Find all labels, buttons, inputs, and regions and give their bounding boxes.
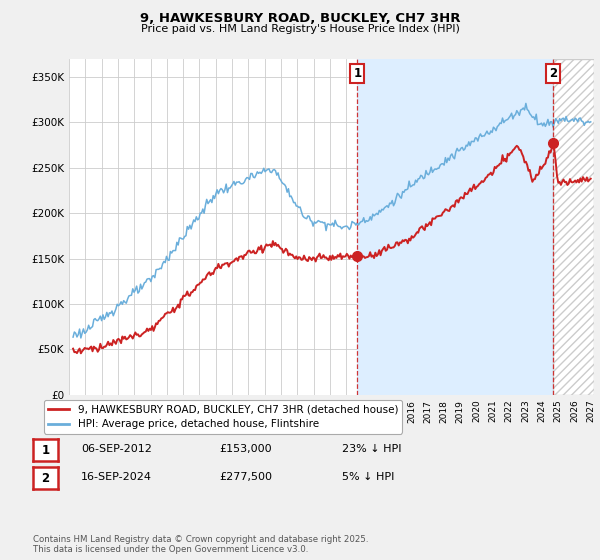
Legend: 9, HAWKESBURY ROAD, BUCKLEY, CH7 3HR (detached house), HPI: Average price, detac: 9, HAWKESBURY ROAD, BUCKLEY, CH7 3HR (de… (44, 400, 402, 433)
Text: 2: 2 (550, 67, 557, 81)
Text: 1: 1 (353, 67, 361, 81)
Text: £153,000: £153,000 (219, 444, 272, 454)
Text: 2: 2 (41, 472, 50, 485)
Text: 06-SEP-2012: 06-SEP-2012 (81, 444, 152, 454)
Text: Price paid vs. HM Land Registry's House Price Index (HPI): Price paid vs. HM Land Registry's House … (140, 24, 460, 34)
Text: 1: 1 (41, 444, 50, 457)
Text: 9, HAWKESBURY ROAD, BUCKLEY, CH7 3HR: 9, HAWKESBURY ROAD, BUCKLEY, CH7 3HR (140, 12, 460, 25)
Text: 5% ↓ HPI: 5% ↓ HPI (342, 472, 394, 482)
Text: 16-SEP-2024: 16-SEP-2024 (81, 472, 152, 482)
Bar (357, 59, 553, 395)
Bar (553, 59, 594, 395)
Text: 23% ↓ HPI: 23% ↓ HPI (342, 444, 401, 454)
Text: £277,500: £277,500 (219, 472, 272, 482)
Text: Contains HM Land Registry data © Crown copyright and database right 2025.
This d: Contains HM Land Registry data © Crown c… (33, 535, 368, 554)
